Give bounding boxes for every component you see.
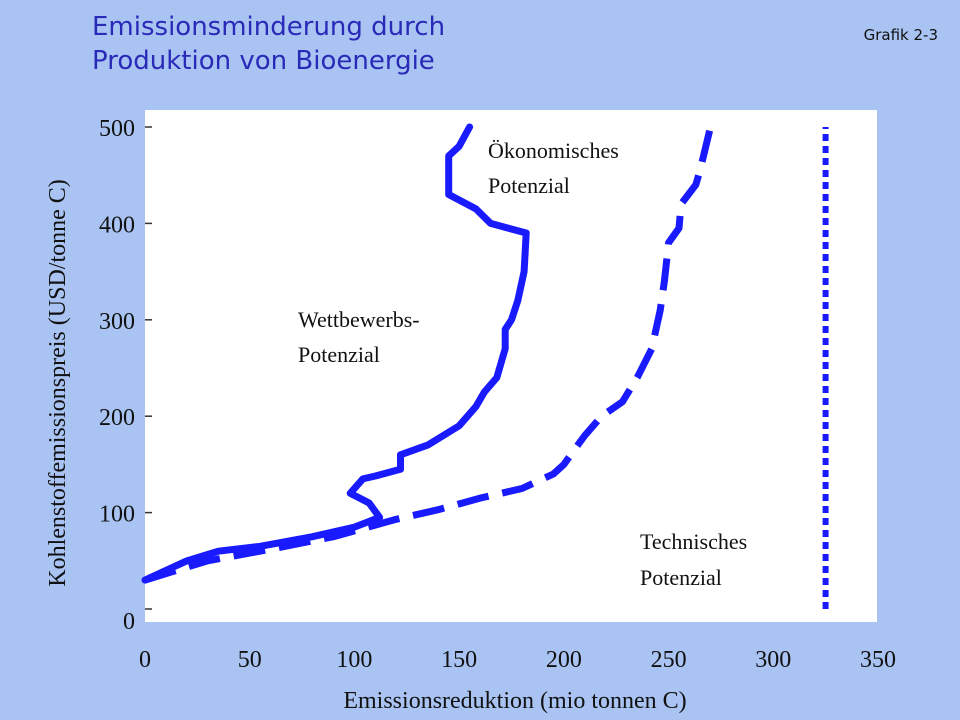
annotation-wettbewerb-line2: Potenzial	[298, 342, 380, 367]
figure-label: Grafik 2-3	[863, 26, 938, 44]
y-tick-label: 100	[99, 502, 135, 528]
annotation-technisch-line1: Technisches	[640, 529, 747, 554]
y-tick-label: 300	[99, 309, 135, 335]
series-layer	[141, 123, 829, 609]
annotation-oekonomisch-line1: Ökonomisches	[488, 138, 619, 163]
ticks-layer: 0 50 100 150 200 250 300 350 0 100 200 300 400 500	[99, 116, 896, 673]
x-tick-label: 150	[441, 647, 477, 673]
annotation-technisch-line2: Potenzial	[640, 565, 722, 590]
y-tick-label: 500	[99, 116, 135, 142]
x-tick-label: 50	[238, 647, 262, 673]
series-line-dashed	[143, 126, 714, 584]
x-tick-label: 100	[336, 647, 372, 673]
x-tick-label: 350	[860, 647, 896, 673]
y-tick-label: 0	[123, 609, 135, 635]
plot-area	[145, 110, 877, 622]
annotation-wettbewerb-line1: Wettbewerbs-	[298, 307, 420, 332]
chart-title-line1: Emissionsminderung durch	[92, 12, 446, 42]
x-tick-label: 0	[139, 647, 151, 673]
series-line-solid	[141, 123, 530, 584]
chart-title: Emissionsminderung durch Produktion von …	[92, 10, 445, 78]
x-tick-label: 250	[651, 647, 687, 673]
annotation-oekonomisch-line2: Potenzial	[488, 173, 570, 198]
chart-title-line2: Produktion von Bioenergie	[92, 46, 435, 76]
y-tick-label: 200	[99, 405, 135, 431]
x-tick-label: 300	[755, 647, 791, 673]
y-tick-label: 400	[99, 212, 135, 238]
y-axis-title: Kohlenstoffemissionspreis (USD/tonne C)	[45, 179, 71, 587]
x-tick-label: 200	[546, 647, 582, 673]
x-axis-title: Emissionsreduktion (mio tonnen C)	[343, 688, 686, 714]
